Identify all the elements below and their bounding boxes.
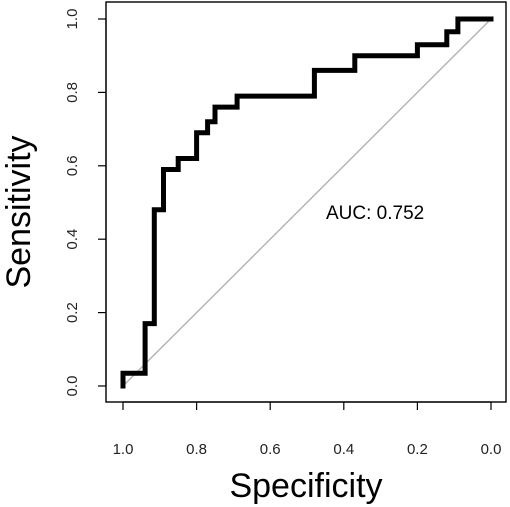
y-tick-label: 0.6 (64, 155, 81, 176)
reference-diagonal-line (122, 18, 492, 387)
y-axis: 0.0 0.2 0.4 0.6 0.8 1.0 (64, 9, 107, 397)
y-tick-label: 0.2 (64, 302, 81, 323)
y-axis-title: Sensitivity (0, 135, 38, 288)
x-axis: 1.0 0.8 0.6 0.4 0.2 0.0 (113, 401, 502, 458)
auc-annotation: AUC: 0.752 (326, 203, 424, 224)
x-tick-label: 0.8 (186, 441, 207, 458)
roc-curve-series (120, 16, 494, 389)
x-axis-title: Specificity (229, 467, 382, 505)
y-tick-label: 1.0 (64, 9, 81, 30)
x-tick-label: 1.0 (113, 441, 134, 458)
x-tick-label: 0.4 (333, 441, 354, 458)
y-tick-label: 0.4 (64, 229, 81, 250)
x-tick-label: 0.0 (481, 441, 502, 458)
y-tick-label: 0.8 (64, 82, 81, 103)
y-tick-label: 0.0 (64, 376, 81, 397)
x-tick-label: 0.2 (407, 441, 428, 458)
x-tick-label: 0.6 (260, 441, 281, 458)
